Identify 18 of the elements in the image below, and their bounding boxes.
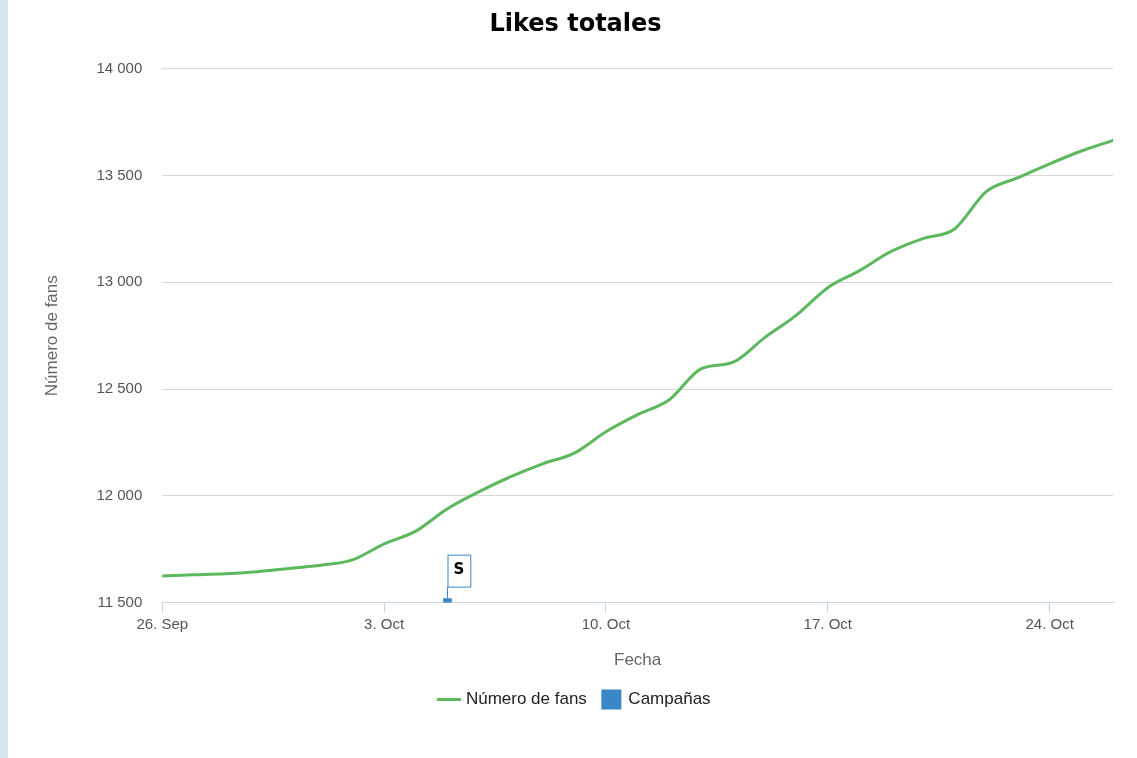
x-tick-label: 3. Oct	[364, 614, 405, 632]
annotation: S	[453, 560, 465, 579]
x-tick-label: 10. Oct	[581, 614, 631, 632]
chart-title: Likes totales	[489, 8, 662, 37]
x-tick-label: 24. Oct	[1025, 614, 1075, 632]
y-tick-label: 14 000	[96, 58, 143, 76]
legend-label: Campañas	[628, 689, 711, 709]
y-tick-label: 12 000	[96, 485, 143, 503]
legend-label: Número de fans	[465, 689, 587, 709]
line-series	[162, 138, 1113, 578]
y-axis-title: Número de fans	[41, 275, 61, 397]
x-tick-label: 26. Sep	[136, 614, 189, 632]
y-tick-label: 13 500	[96, 165, 143, 183]
y-tick-label: 12 500	[96, 379, 143, 397]
x-axis-title: Fecha	[614, 650, 662, 670]
x-tick-label: 17. Oct	[803, 614, 853, 632]
y-tick-label: 11 500	[97, 592, 143, 610]
y-tick-label: 13 000	[96, 272, 143, 290]
